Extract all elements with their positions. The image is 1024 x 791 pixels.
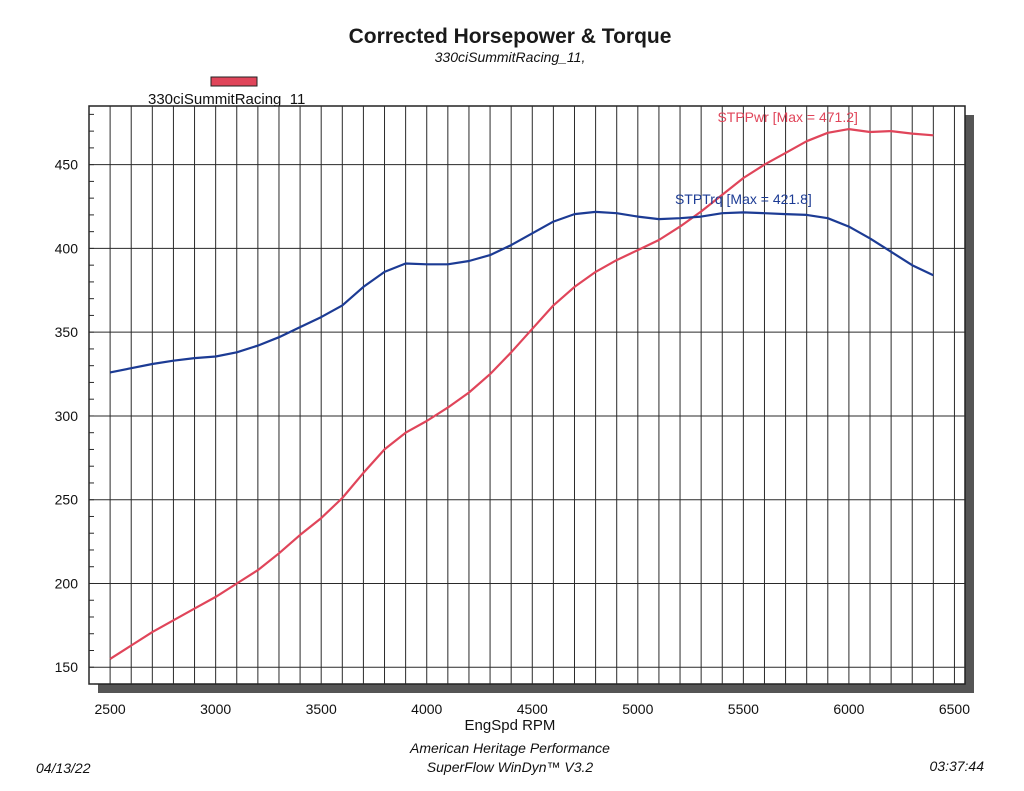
chart-subtitle: 330ciSummitRacing_11, <box>435 49 586 65</box>
x-tick-label: 6500 <box>939 701 970 717</box>
series-layer <box>109 128 934 660</box>
tick-labels: 2500 3000 3500 4000 4500 5000 5500 6000 6500 150 2… <box>55 157 971 717</box>
x-axis-label: EngSpd RPM <box>465 717 556 734</box>
x-tick-label: 4500 <box>517 701 548 717</box>
series-annotations: STPPwr [Max = 471.2] STPTrq [Max = 421.8] <box>675 109 858 207</box>
legend-swatch <box>210 76 258 87</box>
x-tick-label: 4000 <box>411 701 442 717</box>
x-tick-label: 3500 <box>306 701 337 717</box>
annotation-stppwr: STPPwr [Max = 471.2] <box>717 109 857 125</box>
y-tick-label: 350 <box>55 324 79 340</box>
footer-time: 03:37:44 <box>930 758 985 774</box>
series-line-stptrq <box>109 210 934 374</box>
footer-software: SuperFlow WinDyn™ V3.2 <box>427 759 594 775</box>
footer-date: 04/13/22 <box>36 760 91 776</box>
annotation-stptrq: STPTrq [Max = 421.8] <box>675 191 812 207</box>
y-tick-label: 400 <box>55 240 79 256</box>
footer-company: American Heritage Performance <box>409 740 610 756</box>
y-tick-label: 250 <box>55 492 79 508</box>
series-line-stppwr <box>109 128 934 660</box>
y-tick-label: 450 <box>55 157 79 173</box>
x-tick-label: 2500 <box>95 701 126 717</box>
x-tick-label: 3000 <box>200 701 231 717</box>
grid <box>88 106 965 685</box>
chart-title: Corrected Horsepower & Torque <box>349 25 672 48</box>
x-tick-label: 5500 <box>728 701 759 717</box>
x-tick-label: 5000 <box>622 701 653 717</box>
y-tick-label: 300 <box>55 408 79 424</box>
plot-area <box>88 105 966 685</box>
y-tick-label: 150 <box>55 659 79 675</box>
legend-label: 330ciSummitRacing_11 <box>148 91 305 108</box>
x-tick-label: 6000 <box>833 701 864 717</box>
y-tick-label: 200 <box>55 575 79 591</box>
